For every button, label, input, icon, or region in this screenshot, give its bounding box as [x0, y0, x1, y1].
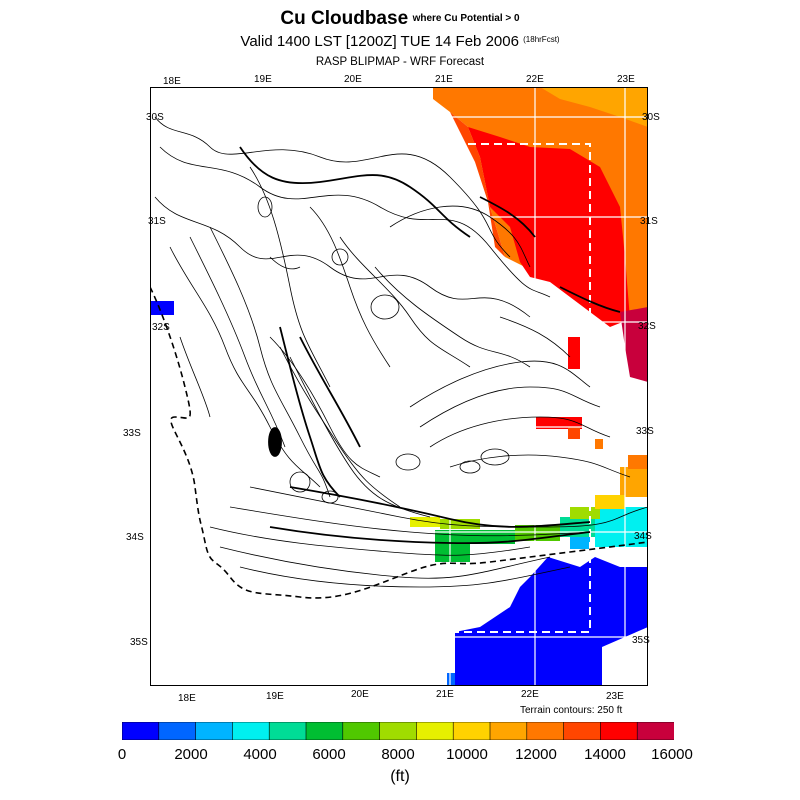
lat-label-right-34s: 34S [634, 531, 652, 542]
lon-label-top-22e: 22E [526, 74, 544, 85]
terrain-contours-major [239, 146, 621, 545]
colorbar-tick-16000: 16000 [651, 746, 693, 763]
lat-lon-grid [150, 87, 648, 686]
colorbar-swatch [232, 722, 271, 740]
colorbar-swatch [489, 722, 528, 740]
lon-label-bottom-20e: 20E [351, 689, 369, 700]
lon-label-top-20e: 20E [344, 74, 362, 85]
lon-label-bottom-22e: 22E [521, 689, 539, 700]
colorbar-swatch [342, 722, 381, 740]
nested-domain-outline [455, 143, 591, 633]
colorbar-swatch [526, 722, 565, 740]
colorbar-tick-2000: 2000 [174, 746, 208, 763]
colorbar-swatch [158, 722, 197, 740]
terrain-contours-note: Terrain contours: 250 ft [520, 705, 623, 716]
map-frame [150, 87, 648, 686]
subtitle-text: Valid 1400 LST [1200Z] TUE 14 Feb 2006 [240, 33, 519, 50]
colorbar-swatch [452, 722, 491, 740]
colorbar-swatch [379, 722, 418, 740]
valid-time-subtitle: Valid 1400 LST [1200Z] TUE 14 Feb 2006 (… [0, 33, 800, 50]
lat-label-left-30s: 30S [146, 112, 164, 123]
colorbar-swatch [195, 722, 234, 740]
lon-label-bottom-18e: 18E [178, 693, 196, 704]
forecast-map [150, 87, 648, 686]
lat-label-left-33s: 33S [123, 428, 141, 439]
lon-label-top-23e: 23E [617, 74, 635, 85]
colorbar-tick-8000: 8000 [381, 746, 415, 763]
lat-label-right-30s: 30S [642, 112, 660, 123]
colorbar-swatch [600, 722, 638, 740]
colorbar-unit-label: (ft) [390, 768, 410, 785]
map-title: Cu Cloudbase where Cu Potential > 0 [0, 8, 800, 30]
model-subtitle: RASP BLIPMAP - WRF Forecast [315, 56, 485, 68]
colorbar-swatch [636, 722, 674, 740]
colorbar-tick-14000: 14000 [584, 746, 626, 763]
forecast-hour-label: (18hrFcst) [523, 35, 560, 44]
lat-label-left-32s: 32S [152, 322, 170, 333]
lat-label-right-33s: 33S [636, 426, 654, 437]
lon-label-bottom-19e: 19E [266, 691, 284, 702]
colorbar [122, 722, 674, 740]
colorbar-tick-12000: 12000 [515, 746, 557, 763]
terrain-contours [154, 116, 648, 588]
lat-label-right-32s: 32S [638, 321, 656, 332]
colorbar-swatch [563, 722, 602, 740]
title-main-suffix: where Cu Potential > 0 [412, 13, 520, 24]
lat-label-left-35s: 35S [130, 637, 148, 648]
lon-label-bottom-23e: 23E [606, 691, 624, 702]
colorbar-swatch [268, 722, 307, 740]
colorbar-swatch [305, 722, 344, 740]
lat-label-right-35s: 35S [632, 635, 650, 646]
lat-label-right-31s: 31S [640, 216, 658, 227]
colorbar-swatch [122, 722, 160, 740]
colorbar-tick-0: 0 [117, 746, 127, 763]
lon-label-top-18e: 18E [163, 76, 181, 87]
colorbar-tick-6000: 6000 [312, 746, 346, 763]
lat-label-left-34s: 34S [126, 532, 144, 543]
colorbar-tick-4000: 4000 [243, 746, 277, 763]
colorbar-tick-10000: 10000 [446, 746, 488, 763]
lat-label-left-31s: 31S [148, 216, 166, 227]
lon-label-top-19e: 19E [254, 74, 272, 85]
lon-label-bottom-21e: 21E [436, 689, 454, 700]
title-main-text: Cu Cloudbase [280, 8, 409, 29]
colorbar-swatch [416, 722, 454, 740]
lon-label-top-21e: 21E [435, 74, 453, 85]
